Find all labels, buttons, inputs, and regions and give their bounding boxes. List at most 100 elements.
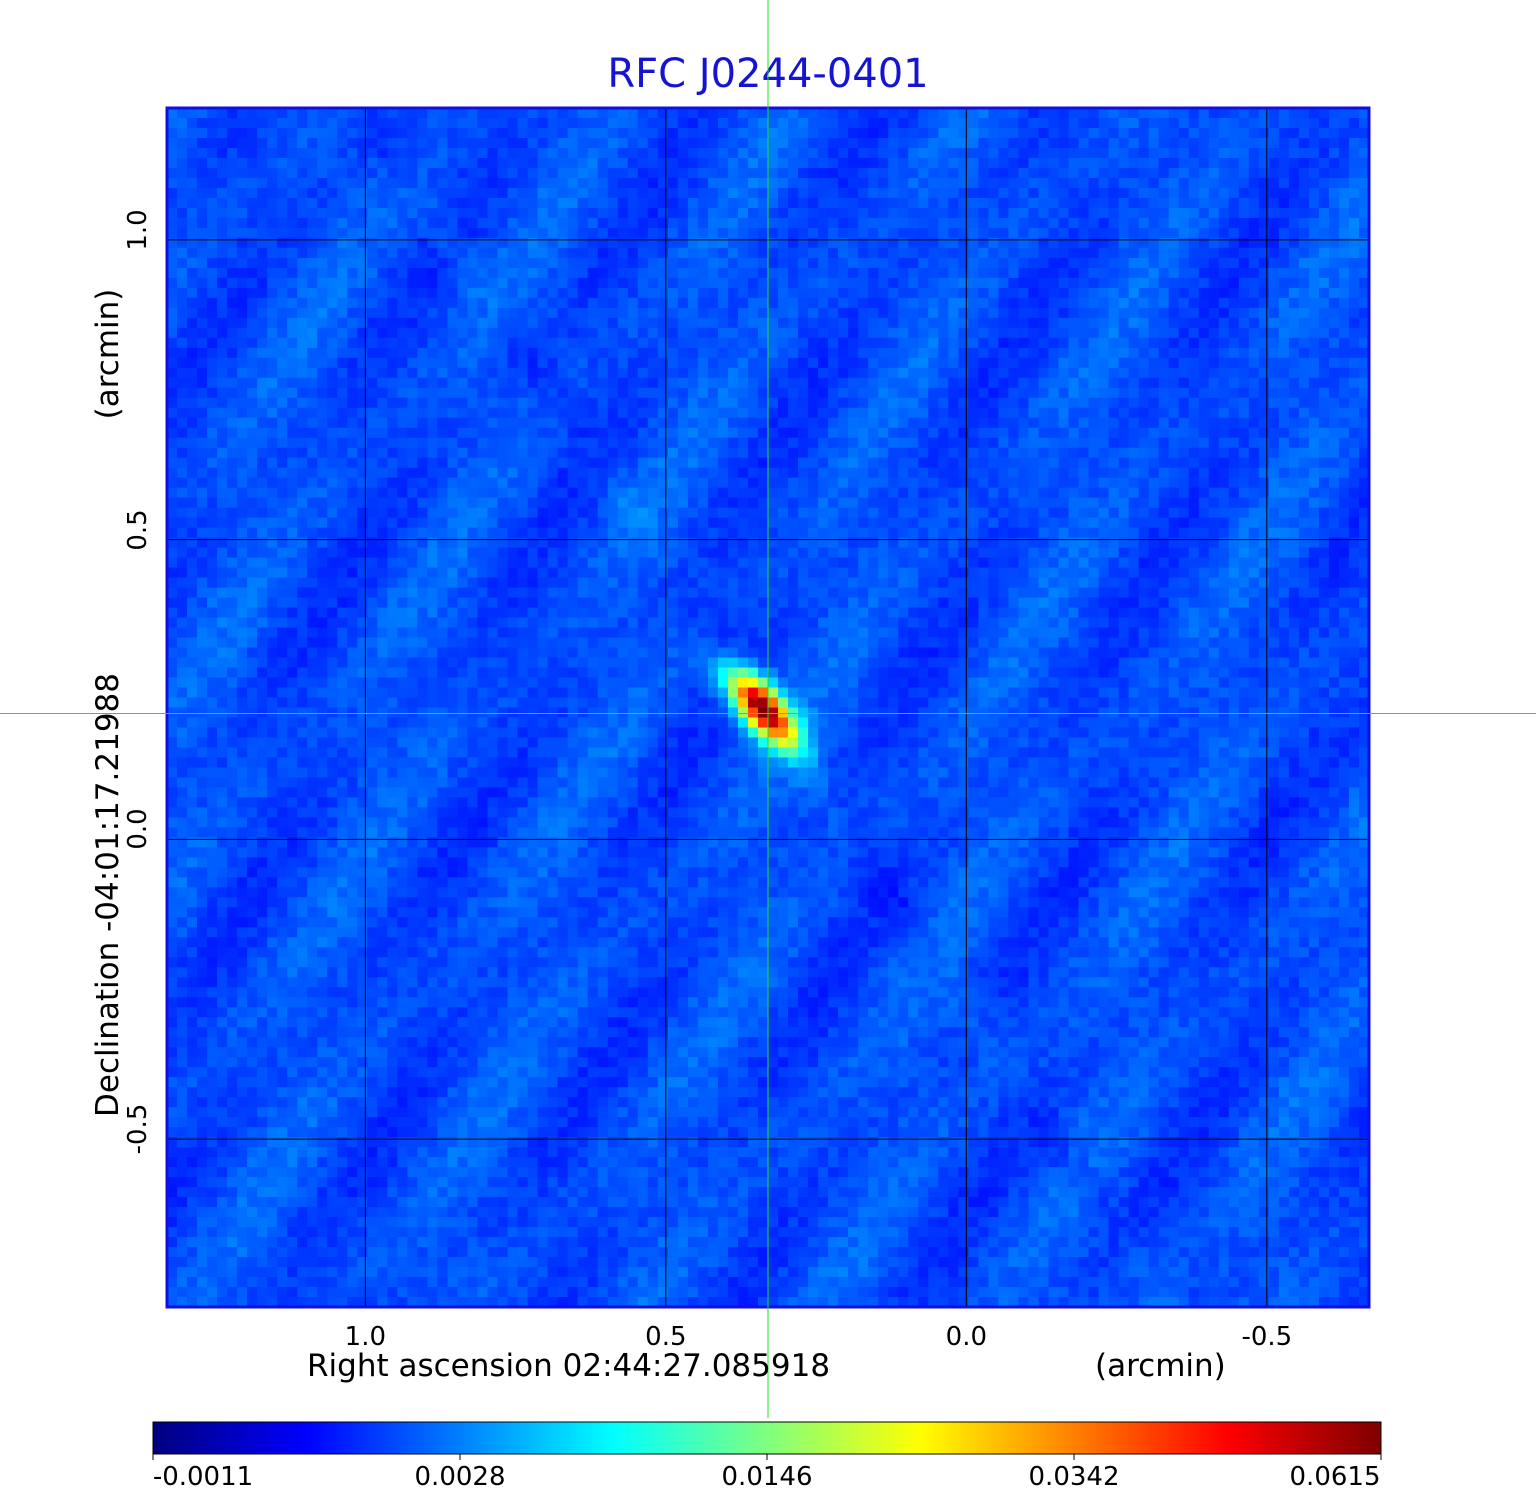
heatmap-cell [267, 507, 278, 519]
heatmap-cell [888, 167, 899, 179]
heatmap-cell [377, 397, 388, 409]
heatmap-cell [657, 387, 669, 399]
heatmap-cell [357, 307, 368, 319]
heatmap-cell [848, 437, 859, 449]
heatmap-cell [1028, 487, 1040, 499]
heatmap-cell [627, 407, 639, 419]
heatmap-cell [1118, 347, 1130, 359]
heatmap-cell [1098, 177, 1110, 189]
heatmap-cell [497, 357, 509, 369]
heatmap-cell [647, 397, 659, 409]
heatmap-cell [457, 127, 469, 139]
heatmap-cell [848, 377, 859, 389]
heatmap-cell [1268, 417, 1280, 429]
heatmap-cell [567, 347, 579, 359]
heatmap-cell [1208, 137, 1220, 149]
heatmap-cell [217, 177, 228, 189]
heatmap-cell [277, 487, 288, 499]
heatmap-cell [467, 387, 479, 399]
heatmap-cell [267, 197, 278, 209]
heatmap-cell [617, 147, 629, 159]
heatmap-cell [417, 327, 429, 339]
heatmap-cell [437, 367, 449, 379]
heatmap-cell [607, 507, 619, 519]
heatmap-cell [187, 197, 198, 209]
heatmap-cell [1318, 167, 1330, 179]
heatmap-cell [1148, 317, 1160, 329]
heatmap-cell [557, 457, 569, 469]
heatmap-cell [1008, 147, 1020, 159]
heatmap-cell [1208, 247, 1220, 259]
heatmap-cell [1048, 457, 1060, 469]
heatmap-cell [587, 337, 599, 349]
heatmap-cell [1168, 447, 1180, 459]
heatmap-cell [537, 177, 549, 189]
heatmap-cell [1318, 327, 1330, 339]
heatmap-cell [467, 517, 479, 529]
heatmap-cell [497, 197, 509, 209]
heatmap-cell [667, 267, 679, 279]
heatmap-cell [317, 357, 328, 369]
heatmap-cell [1258, 108, 1270, 119]
heatmap-cell [637, 187, 649, 199]
heatmap-cell [1018, 357, 1030, 369]
heatmap-cell [838, 437, 849, 449]
heatmap-cell [437, 197, 449, 209]
heatmap-cell [727, 447, 739, 459]
heatmap-cell [437, 467, 449, 479]
heatmap-cell [437, 307, 449, 319]
heatmap-cell [1258, 407, 1270, 419]
heatmap-cell [627, 108, 639, 119]
heatmap-cell [1158, 217, 1170, 229]
heatmap-cell [1028, 117, 1040, 129]
heatmap-cell [948, 407, 959, 419]
heatmap-cell [527, 237, 539, 249]
heatmap-cell [1008, 177, 1020, 189]
heatmap-cell [737, 357, 749, 369]
heatmap-cell [697, 357, 709, 369]
heatmap-cell [587, 287, 599, 299]
heatmap-cell [647, 307, 659, 319]
heatmap-cell [347, 177, 358, 189]
heatmap-cell [1258, 217, 1270, 229]
heatmap-cell [207, 417, 218, 429]
heatmap-cell [1168, 347, 1180, 359]
heatmap-cell [327, 427, 338, 439]
heatmap-cell [1048, 317, 1060, 329]
heatmap-cell [1028, 387, 1040, 399]
heatmap-cell [367, 327, 378, 339]
heatmap-cell [207, 247, 218, 259]
heatmap-cell [878, 437, 889, 449]
heatmap-cell [467, 127, 479, 139]
heatmap-cell [337, 108, 348, 119]
heatmap-cell [487, 137, 499, 149]
heatmap-cell [617, 297, 629, 309]
heatmap-cell [1058, 187, 1070, 199]
heatmap-cell [1128, 427, 1140, 439]
heatmap-cell [918, 327, 929, 339]
heatmap-cell [1098, 397, 1110, 409]
heatmap-cell [377, 387, 388, 399]
heatmap-cell [1328, 377, 1340, 389]
heatmap-cell [527, 127, 539, 139]
heatmap-cell [707, 267, 719, 279]
heatmap-cell [697, 427, 709, 439]
heatmap-cell [357, 147, 368, 159]
heatmap-cell [487, 217, 499, 229]
heatmap-cell [607, 517, 619, 529]
heatmap-cell [1338, 277, 1350, 289]
heatmap-cell [1188, 207, 1200, 219]
heatmap-cell [337, 377, 348, 389]
heatmap-cell [657, 147, 669, 159]
heatmap-cell [1108, 437, 1120, 449]
heatmap-cell [327, 457, 338, 469]
heatmap-cell [437, 487, 449, 499]
heatmap-cell [1298, 237, 1310, 249]
heatmap-cell [908, 257, 919, 269]
heatmap-cell [948, 157, 959, 169]
heatmap-cell [497, 317, 509, 329]
heatmap-cell [988, 327, 999, 339]
heatmap-cell [788, 177, 799, 189]
heatmap-cell [497, 397, 509, 409]
heatmap-cell [257, 507, 268, 519]
